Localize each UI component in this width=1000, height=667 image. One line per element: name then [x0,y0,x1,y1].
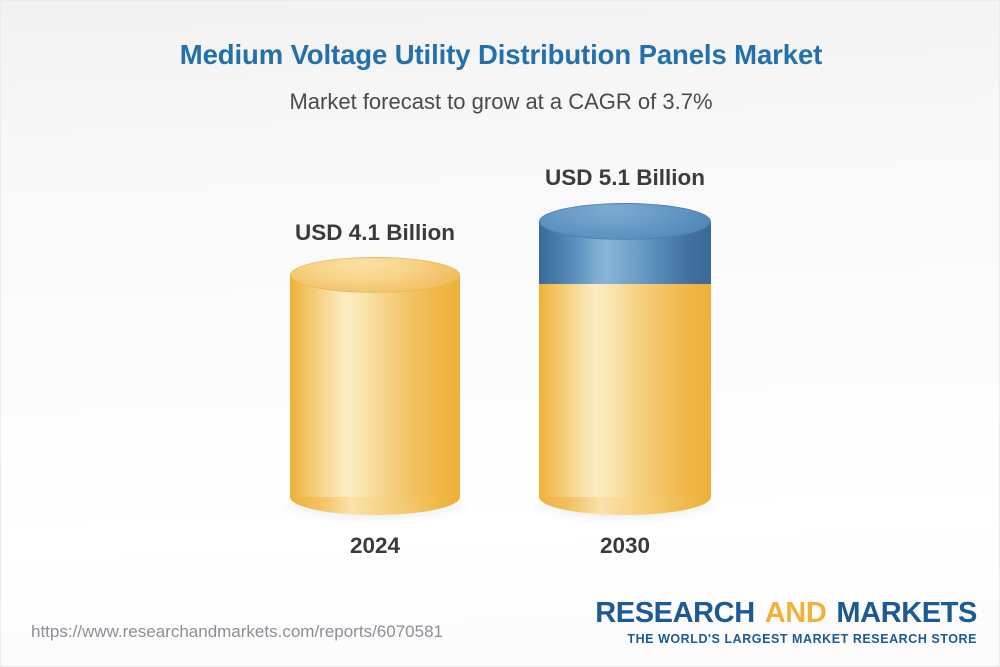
bar-value-label-2024: USD 4.1 Billion [294,220,456,245]
bar-body-mask-2024 [290,275,460,497]
bar-category-label-2024: 2024 [349,533,401,558]
logo-word-and: AND [764,597,827,629]
logo-word-research: RESEARCH [595,597,755,629]
report-url[interactable]: https://www.researchandmarkets.com/repor… [31,622,443,641]
research-and-markets-logo[interactable]: RESEARCH AND MARKETS THE WORLD'S LARGEST M… [595,599,977,647]
chart-subtitle: Market forecast to grow at a CAGR of 3.7… [289,89,713,114]
chart-title: Medium Voltage Utility Distribution Pane… [179,39,823,70]
bar-top-cap-2030 [539,203,711,240]
bar-base-body-mask-2030 [539,284,711,497]
logo-word-markets: MARKETS [836,597,977,629]
bar-category-label-2030: 2030 [599,533,651,558]
logo-wordmark: RESEARCH AND MARKETS [595,599,977,628]
bar-top-cap-2024 [290,257,460,293]
bar-value-label-2030: USD 5.1 Billion [544,165,706,190]
logo-tagline: THE WORLD'S LARGEST MARKET RESEARCH STOR… [627,632,977,646]
